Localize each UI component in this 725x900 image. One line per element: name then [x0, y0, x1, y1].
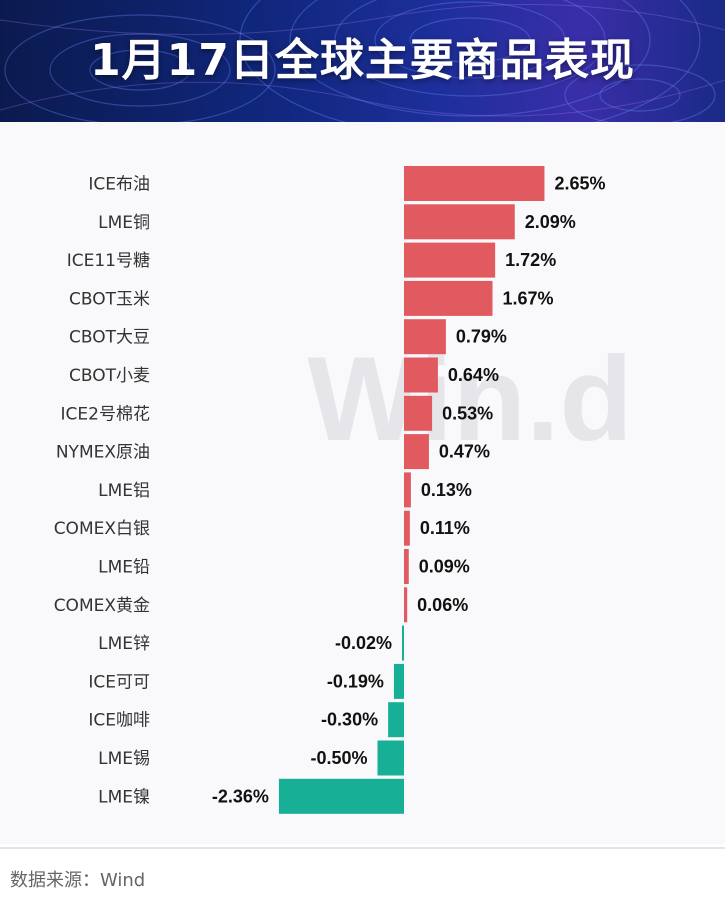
category-labels: ICE布油 LME铜 ICE11号糖 CBOT玉米 CBOT大豆 CBOT小麦 ICE2号棉… [54, 175, 150, 808]
bars [278, 166, 545, 814]
bar [393, 663, 404, 699]
value-label: -0.19% [327, 671, 384, 691]
category-label: COMEX黄金 [54, 596, 150, 616]
category-label: ICE咖啡 [88, 711, 150, 731]
category-label: CBOT小麦 [69, 366, 150, 386]
value-label: -0.02% [335, 633, 392, 653]
bar [404, 280, 493, 316]
category-label: LME锌 [98, 634, 150, 654]
chart-panel [0, 122, 725, 844]
category-label: CBOT玉米 [69, 289, 150, 309]
bar [404, 587, 408, 623]
category-label: CBOT大豆 [69, 328, 150, 348]
value-label: 0.06% [417, 595, 468, 615]
category-label: ICE布油 [88, 175, 150, 195]
value-label: 0.13% [421, 480, 472, 500]
bar [388, 702, 404, 738]
value-label: 1.67% [503, 288, 554, 308]
value-label: 0.64% [448, 365, 499, 385]
category-label: NYMEX原油 [56, 443, 150, 463]
bar [404, 204, 515, 240]
value-label: -0.30% [321, 710, 378, 730]
bar [404, 357, 438, 393]
bar [377, 740, 404, 776]
value-labels: 2.65% 2.09% 1.72% 1.67% 0.79% 0.64% 0.53% 0.47%… [212, 174, 606, 807]
bar [404, 549, 409, 584]
title-banner: 1月17日全球主要商品表现 [0, 0, 725, 122]
bar [402, 625, 404, 661]
bar [404, 242, 496, 278]
footer-divider [0, 847, 725, 849]
value-label: -0.50% [310, 748, 367, 768]
category-label: COMEX白银 [54, 519, 150, 539]
value-label: 2.09% [525, 212, 576, 232]
watermark-text: Win.d [307, 332, 633, 466]
contour-background-graphic [0, 0, 725, 122]
value-label: 0.79% [456, 327, 507, 347]
bar [404, 395, 433, 431]
value-label: 0.11% [420, 518, 470, 538]
data-source: 数据来源：Wind [10, 870, 146, 891]
category-label: ICE可可 [88, 672, 150, 692]
value-label: 1.72% [505, 250, 556, 270]
category-label: LME铜 [98, 213, 150, 233]
category-label: LME铝 [98, 481, 150, 501]
value-label: 2.65% [554, 174, 605, 194]
chart-title: 1月17日全球主要商品表现 [90, 35, 635, 86]
value-label: 0.53% [442, 403, 493, 423]
category-label: ICE11号糖 [67, 251, 150, 271]
value-label: -2.36% [212, 786, 269, 806]
bar [404, 510, 410, 546]
bar [404, 472, 411, 508]
bar [404, 434, 429, 470]
bar [404, 319, 446, 355]
category-label: LME铅 [98, 558, 150, 578]
category-label: ICE2号棉花 [61, 404, 150, 424]
category-label: LME镍 [98, 787, 150, 807]
value-label: 0.47% [439, 442, 490, 462]
value-label: 0.09% [419, 557, 470, 577]
bar-chart: Win.d ICE布油 LME铜 ICE11号糖 CBOT玉米 CBOT大豆 CBOT小麦… [54, 166, 633, 814]
bar [278, 778, 404, 814]
bar [404, 166, 545, 201]
category-label: LME锡 [98, 749, 150, 769]
